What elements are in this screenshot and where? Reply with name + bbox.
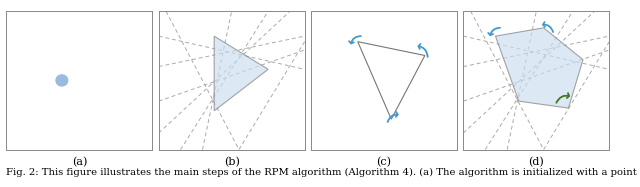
Polygon shape [495,28,583,108]
Text: (a): (a) [72,157,87,167]
Text: (b): (b) [224,157,239,167]
Text: (d): (d) [529,157,544,167]
Circle shape [56,75,68,86]
Polygon shape [214,36,268,111]
Text: Fig. 2: This figure illustrates the main steps of the RPM algorithm (Algorithm 4: Fig. 2: This figure illustrates the main… [6,168,637,177]
Text: (c): (c) [376,157,392,167]
